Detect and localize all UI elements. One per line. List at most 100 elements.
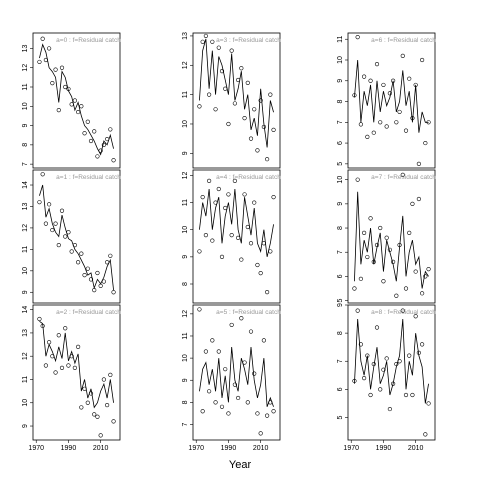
point [105, 402, 110, 408]
point [203, 33, 208, 39]
plot-frame [32, 32, 121, 169]
point [59, 365, 65, 370]
point [216, 186, 221, 192]
point [229, 233, 234, 238]
point [197, 104, 202, 109]
x-tick-label: 1990 [376, 445, 392, 452]
point [43, 221, 48, 226]
panel: 5 6 7 8 9 10 a=7 : f=Residual catch [337, 169, 436, 304]
point [413, 82, 418, 88]
point [197, 249, 202, 254]
point [37, 200, 42, 205]
point [101, 377, 106, 382]
point [108, 372, 113, 377]
point [410, 201, 415, 206]
point [426, 401, 431, 406]
y-tick-label: 8 [337, 226, 344, 230]
point [365, 134, 370, 139]
point [210, 338, 215, 343]
point [239, 316, 244, 321]
point [381, 279, 386, 284]
x-tick-label: 2010 [253, 445, 269, 452]
y-tick-label: 8 [22, 143, 29, 147]
panel-title: a=0 : f=Residual catch [56, 37, 121, 44]
y-tick-label: 10 [182, 354, 189, 362]
point [98, 283, 103, 288]
point [95, 270, 100, 276]
y-tick-label: 10 [182, 226, 189, 234]
y-tick-label: 8 [182, 400, 189, 404]
point [391, 259, 396, 264]
point [248, 329, 254, 334]
point [394, 361, 399, 367]
point [203, 349, 208, 354]
point [358, 342, 363, 347]
point [40, 323, 45, 329]
point [368, 392, 373, 398]
point [98, 148, 103, 153]
point [410, 392, 415, 398]
point [400, 53, 405, 58]
point [59, 208, 65, 213]
point [381, 82, 386, 88]
point [368, 78, 373, 83]
point [384, 356, 389, 361]
point [105, 260, 110, 265]
point [76, 109, 81, 115]
y-tick-label: 14 [22, 306, 29, 314]
panel-title: a=4 : f=Residual catch [216, 174, 281, 181]
point [82, 273, 87, 278]
point [374, 62, 380, 67]
point [72, 98, 77, 103]
point [352, 378, 357, 384]
point [381, 367, 386, 372]
point [384, 235, 389, 240]
panel-title: a=6 : f=Residual catch [371, 37, 436, 44]
point [410, 116, 415, 121]
point [213, 107, 218, 112]
y-tick-label: 10 [22, 102, 29, 110]
point [242, 192, 247, 197]
point [72, 242, 77, 248]
point [105, 136, 110, 142]
y-tick-label: 9 [182, 378, 189, 382]
point [56, 242, 61, 248]
point [79, 405, 84, 410]
point [265, 157, 270, 162]
point [111, 158, 116, 163]
point [40, 36, 45, 41]
line [39, 184, 114, 291]
point [207, 178, 212, 183]
point [242, 360, 247, 365]
y-tick-label: 13 [22, 44, 29, 52]
point [226, 411, 231, 416]
point [50, 81, 55, 86]
panel: 9 10 11 12 13 14 a=1 : f=Residual catch [22, 169, 121, 304]
point [362, 376, 367, 381]
point [98, 433, 103, 438]
panel-title: a=3 : f=Residual catch [216, 37, 281, 44]
point [88, 138, 94, 144]
point [252, 107, 257, 112]
point [423, 432, 428, 437]
point [245, 80, 250, 85]
line [354, 191, 429, 289]
point [79, 251, 84, 256]
y-tick-label: 7 [22, 162, 29, 166]
point [397, 109, 402, 115]
point [37, 59, 42, 65]
point [108, 253, 113, 258]
x-tick-label: 1990 [221, 445, 237, 452]
point [76, 344, 81, 349]
y-tick-label: 6 [337, 274, 344, 278]
y-tick-label: 5 [337, 415, 344, 419]
plot-frame [32, 169, 121, 304]
point [229, 322, 234, 328]
point [248, 241, 254, 246]
point [219, 69, 225, 74]
point [258, 98, 263, 103]
point [200, 409, 205, 414]
point [420, 342, 425, 347]
point [355, 177, 360, 182]
point [232, 101, 237, 106]
